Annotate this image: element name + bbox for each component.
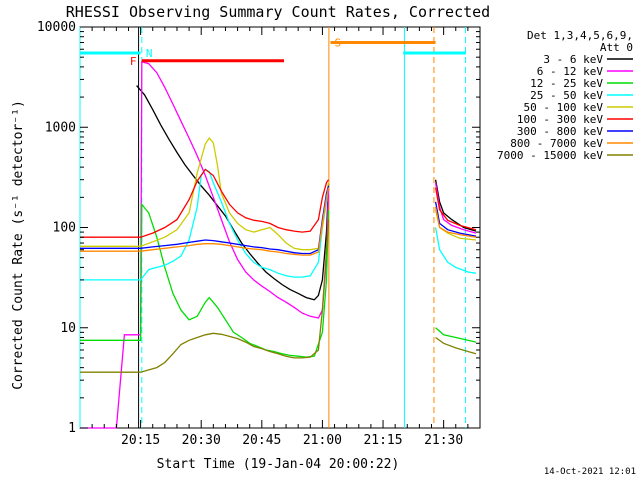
series-line (80, 187, 330, 256)
x-tick-label: 20:30 (182, 433, 221, 448)
series-line (80, 219, 330, 373)
legend-header: Att 0 (600, 41, 633, 54)
y-axis: 1 10 100 1000 10000 (37, 20, 480, 436)
flag-label: N (146, 47, 153, 60)
chart-title: RHESSI Observing Summary Count Rates, Co… (66, 3, 490, 21)
y-tick-label: 10 (60, 321, 76, 336)
x-tick-label: 21:00 (303, 433, 342, 448)
series-line-segment (434, 179, 477, 232)
series-line-segment (435, 336, 477, 355)
legend-entry-label: 7000 - 15000 keV (497, 149, 603, 162)
flag-label: S (335, 37, 342, 50)
series-line-segment (434, 227, 477, 274)
series-line (80, 185, 330, 255)
legend-entry-label: 100 - 300 keV (517, 113, 603, 126)
y-tick-label: 100 (53, 221, 76, 236)
series-line (80, 202, 330, 358)
x-axis: 20:15 20:30 20:45 21:00 21:15 21:30 (91, 27, 481, 448)
series-line (80, 60, 330, 429)
x-tick-label: 20:45 (242, 433, 281, 448)
legend-entry-label: 3 - 6 keV (543, 53, 603, 66)
y-tick-label: 1000 (45, 120, 76, 135)
series-line (136, 85, 330, 301)
x-axis-label: Start Time (19-Jan-04 20:00:22) (157, 457, 400, 472)
y-tick-label: 1 (68, 421, 76, 436)
footer-date: 14-Oct-2021 12:01 (544, 467, 636, 477)
legend-entry-label: 50 - 100 keV (524, 101, 604, 114)
series-line-segment (434, 206, 477, 238)
x-tick-label: 21:15 (363, 433, 402, 448)
y-axis-label: Corrected Count Rate (s⁻¹ detector⁻¹) (11, 100, 26, 390)
plot-area: NF S (79, 26, 481, 429)
series-line-segment (434, 201, 477, 237)
series-line (80, 137, 330, 251)
y-tick-label: 10000 (37, 20, 76, 35)
series-line (80, 168, 330, 238)
legend-entry-label: 800 - 7000 keV (510, 137, 603, 150)
series-line-segment (434, 187, 477, 231)
legend-entry-label: 300 - 800 keV (517, 125, 603, 138)
legend-header: Det 1,3,4,5,6,9, (527, 29, 633, 42)
series-line-segment (435, 327, 477, 343)
series-line (80, 168, 330, 281)
flag-label: F (130, 55, 137, 68)
x-tick-label: 20:15 (121, 433, 160, 448)
legend-entry-label: 25 - 50 keV (530, 89, 603, 102)
x-tick-label: 21:30 (424, 433, 463, 448)
legend-entry-label: 6 - 12 keV (537, 65, 604, 78)
legend-entry-label: 12 - 25 keV (530, 77, 603, 90)
